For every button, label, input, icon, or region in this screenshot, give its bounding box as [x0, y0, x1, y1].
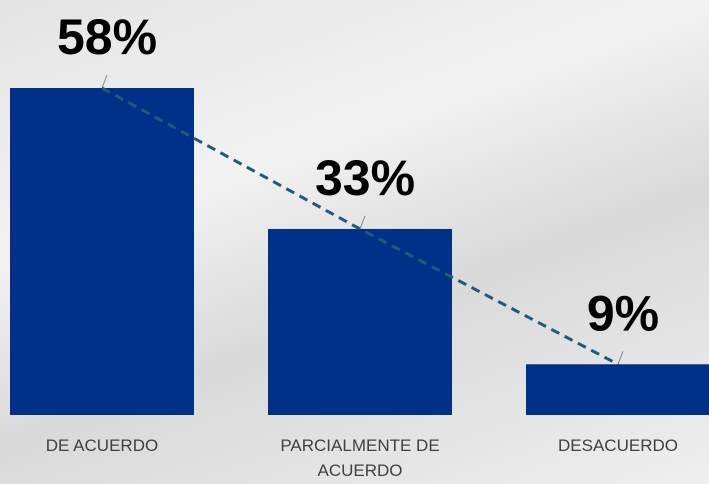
category-label: DE ACUERDO	[7, 433, 197, 458]
category-label: DESACUERDO	[523, 433, 709, 458]
bar	[268, 229, 452, 415]
chart: 58% 33% 9% DE ACUERDO PARCIALMENTE DE ACUER…	[0, 0, 709, 484]
plot: 58% 33% 9%	[0, 0, 709, 484]
bar	[10, 88, 194, 415]
value-label: 58%	[57, 9, 157, 65]
value-label: 33%	[315, 150, 415, 206]
leader-line	[618, 351, 623, 364]
bar	[526, 364, 709, 415]
leader-line	[360, 216, 365, 229]
leader-line	[102, 75, 107, 88]
value-label: 9%	[587, 285, 659, 341]
category-label: PARCIALMENTE DE ACUERDO	[270, 433, 450, 483]
